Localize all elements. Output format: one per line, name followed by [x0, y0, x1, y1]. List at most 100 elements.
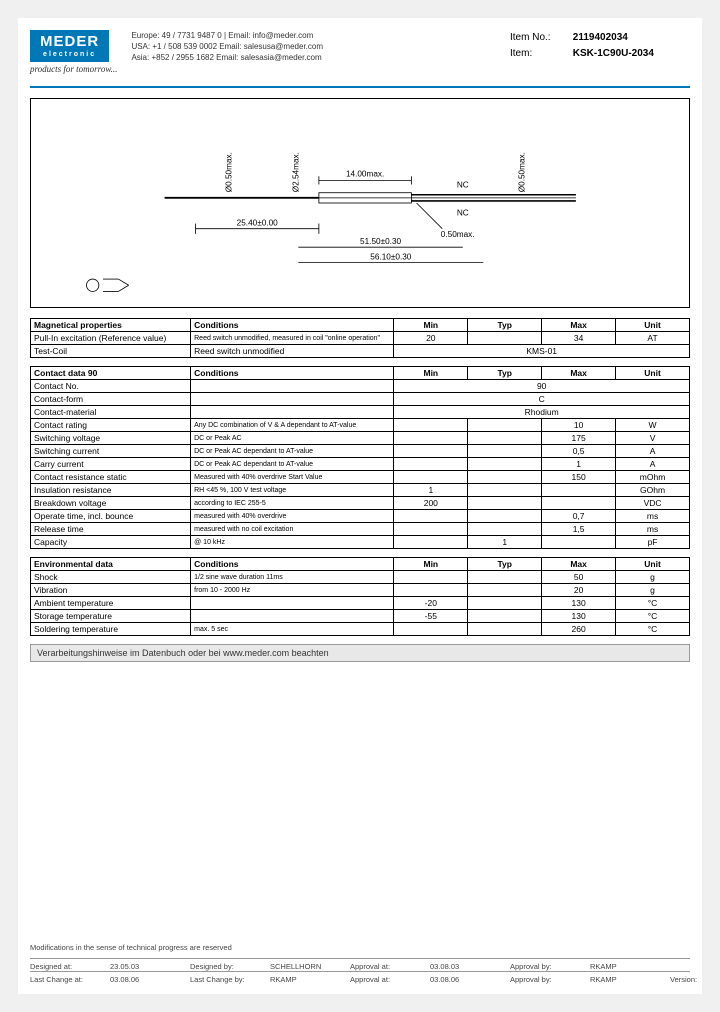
cell-cond: DC or Peak AC dependant to AT-value: [191, 445, 394, 458]
cell-cond: @ 10 kHz: [191, 536, 394, 549]
table-row: Contact ratingAny DC combination of V & …: [31, 419, 690, 432]
cell-unit: °C: [616, 610, 690, 623]
cell-cond: Reed switch unmodified: [191, 345, 394, 358]
cell-unit: GOhm: [616, 484, 690, 497]
cell-min: 200: [394, 497, 468, 510]
cell-min: 1: [394, 484, 468, 497]
svg-text:NC: NC: [457, 181, 469, 190]
reed-switch-diagram: NC NC Ø0.50max. Ø2.54max. Ø0.50max. 14.0…: [30, 98, 690, 308]
th-max: Max: [542, 558, 616, 571]
cell-unit: g: [616, 571, 690, 584]
cell-param: Pull-In excitation (Reference value): [31, 332, 191, 345]
cell-max: 0,5: [542, 445, 616, 458]
cell-param: Shock: [31, 571, 191, 584]
cell-cond: [191, 406, 394, 419]
cell-typ: 1: [468, 536, 542, 549]
th-param: Contact data 90: [31, 367, 191, 380]
cell-typ: [468, 597, 542, 610]
th-unit: Unit: [616, 367, 690, 380]
designed-by-lbl: Designed by:: [190, 962, 260, 971]
cell-cond: [191, 380, 394, 393]
cell-cond: Any DC combination of V & A dependant to…: [191, 419, 394, 432]
cell-max: 20: [542, 584, 616, 597]
cell-param: Operate time, incl. bounce: [31, 510, 191, 523]
cell-typ: [468, 497, 542, 510]
th-max: Max: [542, 367, 616, 380]
designed-at: 23.05.03: [110, 962, 180, 971]
table-contact: Contact data 90 Conditions Min Typ Max U…: [30, 366, 690, 549]
item-info: Item No.: 2119402034 Item: KSK-1C90U-203…: [510, 30, 690, 62]
cell-max: 1,5: [542, 523, 616, 536]
cell-unit: g: [616, 584, 690, 597]
item-no-value: 2119402034: [573, 32, 628, 43]
designed-by: SCHELLHORN: [270, 962, 340, 971]
cell-max: 130: [542, 597, 616, 610]
cell-max: 260: [542, 623, 616, 636]
cell-unit: A: [616, 445, 690, 458]
th-typ: Typ: [468, 558, 542, 571]
table-row: Contact-materialRhodium: [31, 406, 690, 419]
change-by-lbl: Last Change by:: [190, 975, 260, 984]
cell-typ: [468, 419, 542, 432]
cell-max: [542, 536, 616, 549]
item-value: KSK-1C90U-2034: [573, 48, 654, 59]
cell-unit: VDC: [616, 497, 690, 510]
cell-cond: from 10 - 2000 Hz: [191, 584, 394, 597]
cell-typ: [468, 610, 542, 623]
cell-max: [542, 497, 616, 510]
change-at: 03.08.06: [110, 975, 180, 984]
table-row: Vibrationfrom 10 - 2000 Hz 20g: [31, 584, 690, 597]
cell-unit: °C: [616, 597, 690, 610]
th-min: Min: [394, 367, 468, 380]
cell-param: Contact rating: [31, 419, 191, 432]
approval-at-lbl: Approval at:: [350, 962, 420, 971]
table-header-row: Environmental data Conditions Min Typ Ma…: [31, 558, 690, 571]
table-row: Switching currentDC or Peak AC dependant…: [31, 445, 690, 458]
table-row: Contact-formC: [31, 393, 690, 406]
cell-cond: DC or Peak AC dependant to AT-value: [191, 458, 394, 471]
table-row: Carry currentDC or Peak AC dependant to …: [31, 458, 690, 471]
cell-typ: [468, 332, 542, 345]
cell-typ: [468, 584, 542, 597]
table-row: Release timemeasured with no coil excita…: [31, 523, 690, 536]
cell-max: 175: [542, 432, 616, 445]
th-unit: Unit: [616, 319, 690, 332]
cell-unit: mOhm: [616, 471, 690, 484]
cell-max: 150: [542, 471, 616, 484]
contact-asia: Asia: +852 / 2955 1682 Email: salesasia@…: [131, 52, 496, 63]
svg-text:Ø2.54max.: Ø2.54max.: [291, 152, 300, 192]
th-param: Magnetical properties: [31, 319, 191, 332]
cell-span: KMS-01: [394, 345, 690, 358]
cell-max: [542, 484, 616, 497]
cell-min: [394, 432, 468, 445]
cell-unit: A: [616, 458, 690, 471]
table-header-row: Contact data 90 Conditions Min Typ Max U…: [31, 367, 690, 380]
cell-typ: [468, 523, 542, 536]
cell-param: Vibration: [31, 584, 191, 597]
diagram-svg: NC NC Ø0.50max. Ø2.54max. Ø0.50max. 14.0…: [31, 99, 689, 307]
th-cond: Conditions: [191, 319, 394, 332]
cell-unit: W: [616, 419, 690, 432]
th-cond: Conditions: [191, 558, 394, 571]
svg-text:51.50±0.30: 51.50±0.30: [360, 237, 402, 246]
svg-text:14.00max.: 14.00max.: [346, 169, 384, 178]
cell-param: Contact-material: [31, 406, 191, 419]
cell-typ: [468, 432, 542, 445]
table-row: Operate time, incl. bouncemeasured with …: [31, 510, 690, 523]
cell-max: 10: [542, 419, 616, 432]
version-lbl: Version:: [670, 975, 720, 984]
meder-logo: MEDER electronic: [30, 30, 109, 62]
cell-max: 130: [542, 610, 616, 623]
approval-at: 03.08.03: [430, 962, 500, 971]
table-header-row: Magnetical properties Conditions Min Typ…: [31, 319, 690, 332]
cell-param: Contact No.: [31, 380, 191, 393]
cell-min: 20: [394, 332, 468, 345]
cell-span: C: [394, 393, 690, 406]
cell-param: Carry current: [31, 458, 191, 471]
contact-europe: Europe: 49 / 7731 9487 0 | Email: info@m…: [131, 30, 496, 41]
change-by: RKAMP: [270, 975, 340, 984]
cell-min: [394, 471, 468, 484]
cell-param: Storage temperature: [31, 610, 191, 623]
contact-info: Europe: 49 / 7731 9487 0 | Email: info@m…: [131, 30, 496, 64]
cell-min: [394, 584, 468, 597]
